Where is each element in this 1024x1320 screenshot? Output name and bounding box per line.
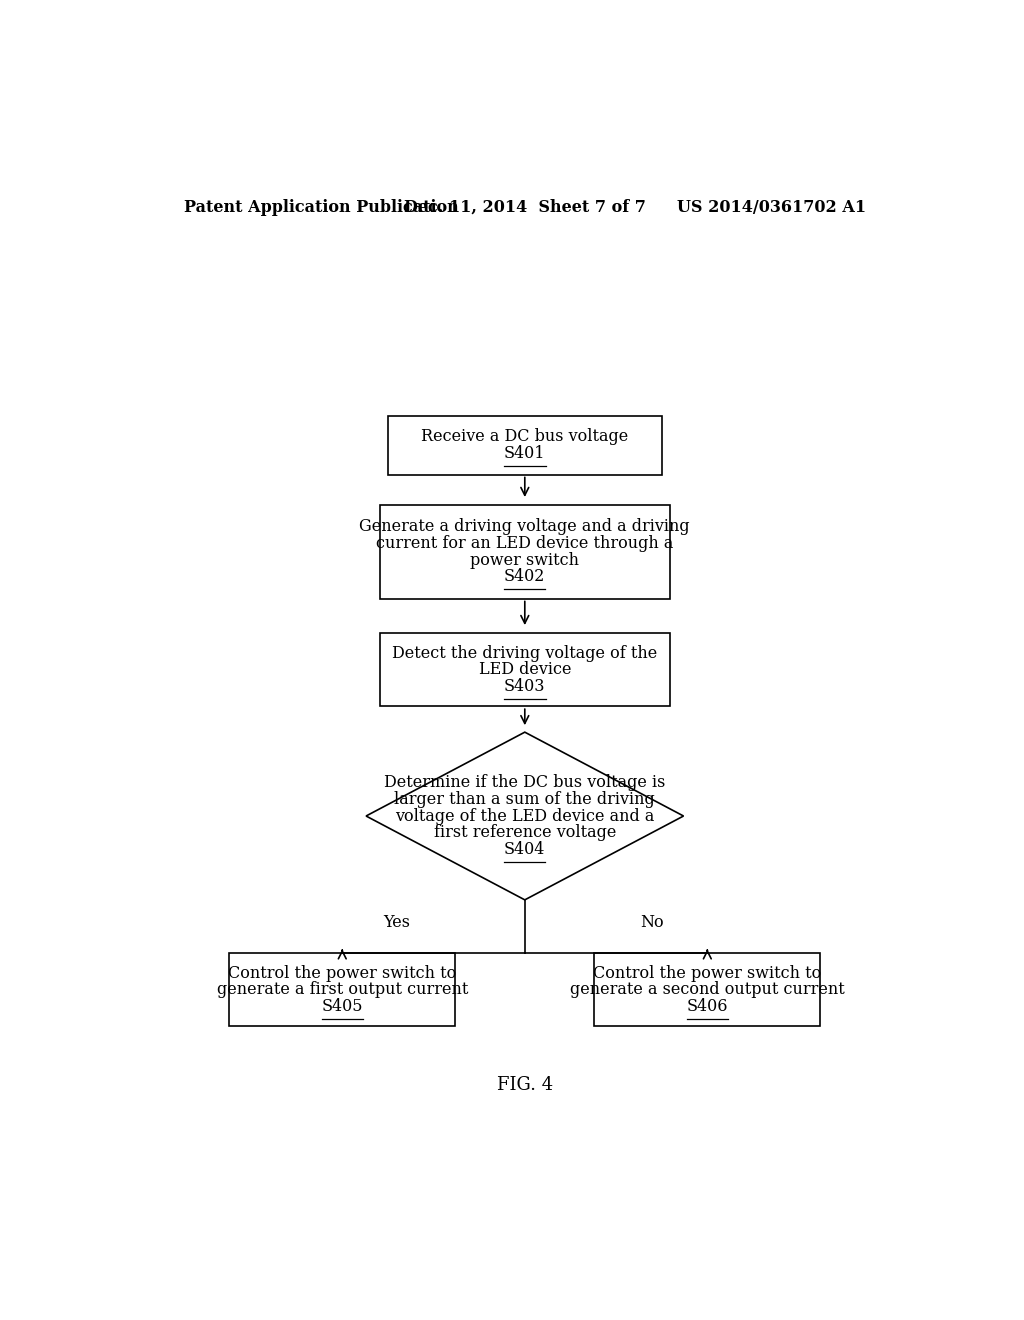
Text: larger than a sum of the driving: larger than a sum of the driving: [394, 791, 655, 808]
Text: Generate a driving voltage and a driving: Generate a driving voltage and a driving: [359, 519, 690, 536]
Text: S404: S404: [504, 841, 546, 858]
Text: Control the power switch to: Control the power switch to: [228, 965, 457, 982]
Text: LED device: LED device: [478, 661, 571, 678]
Text: FIG. 4: FIG. 4: [497, 1076, 553, 1094]
Text: Receive a DC bus voltage: Receive a DC bus voltage: [421, 428, 629, 445]
Polygon shape: [367, 733, 684, 900]
Bar: [594, 953, 820, 1027]
Text: Dec. 11, 2014  Sheet 7 of 7: Dec. 11, 2014 Sheet 7 of 7: [403, 199, 646, 215]
Bar: [380, 634, 670, 706]
Bar: [380, 506, 670, 598]
Bar: [388, 416, 662, 474]
Text: generate a first output current: generate a first output current: [217, 981, 468, 998]
Text: power switch: power switch: [470, 552, 580, 569]
Text: first reference voltage: first reference voltage: [433, 824, 616, 841]
Text: S406: S406: [686, 998, 728, 1015]
Text: Determine if the DC bus voltage is: Determine if the DC bus voltage is: [384, 775, 666, 791]
Text: current for an LED device through a: current for an LED device through a: [376, 535, 674, 552]
Text: generate a second output current: generate a second output current: [570, 981, 845, 998]
Text: S402: S402: [504, 568, 546, 585]
Text: S401: S401: [504, 445, 546, 462]
Text: S403: S403: [504, 677, 546, 694]
Text: Yes: Yes: [383, 915, 410, 931]
Text: S405: S405: [322, 998, 364, 1015]
Text: No: No: [640, 915, 664, 931]
Text: Control the power switch to: Control the power switch to: [593, 965, 821, 982]
Text: US 2014/0361702 A1: US 2014/0361702 A1: [677, 199, 866, 215]
Text: Detect the driving voltage of the: Detect the driving voltage of the: [392, 644, 657, 661]
Text: voltage of the LED device and a: voltage of the LED device and a: [395, 808, 654, 825]
Bar: [229, 953, 456, 1027]
Text: Patent Application Publication: Patent Application Publication: [183, 199, 459, 215]
